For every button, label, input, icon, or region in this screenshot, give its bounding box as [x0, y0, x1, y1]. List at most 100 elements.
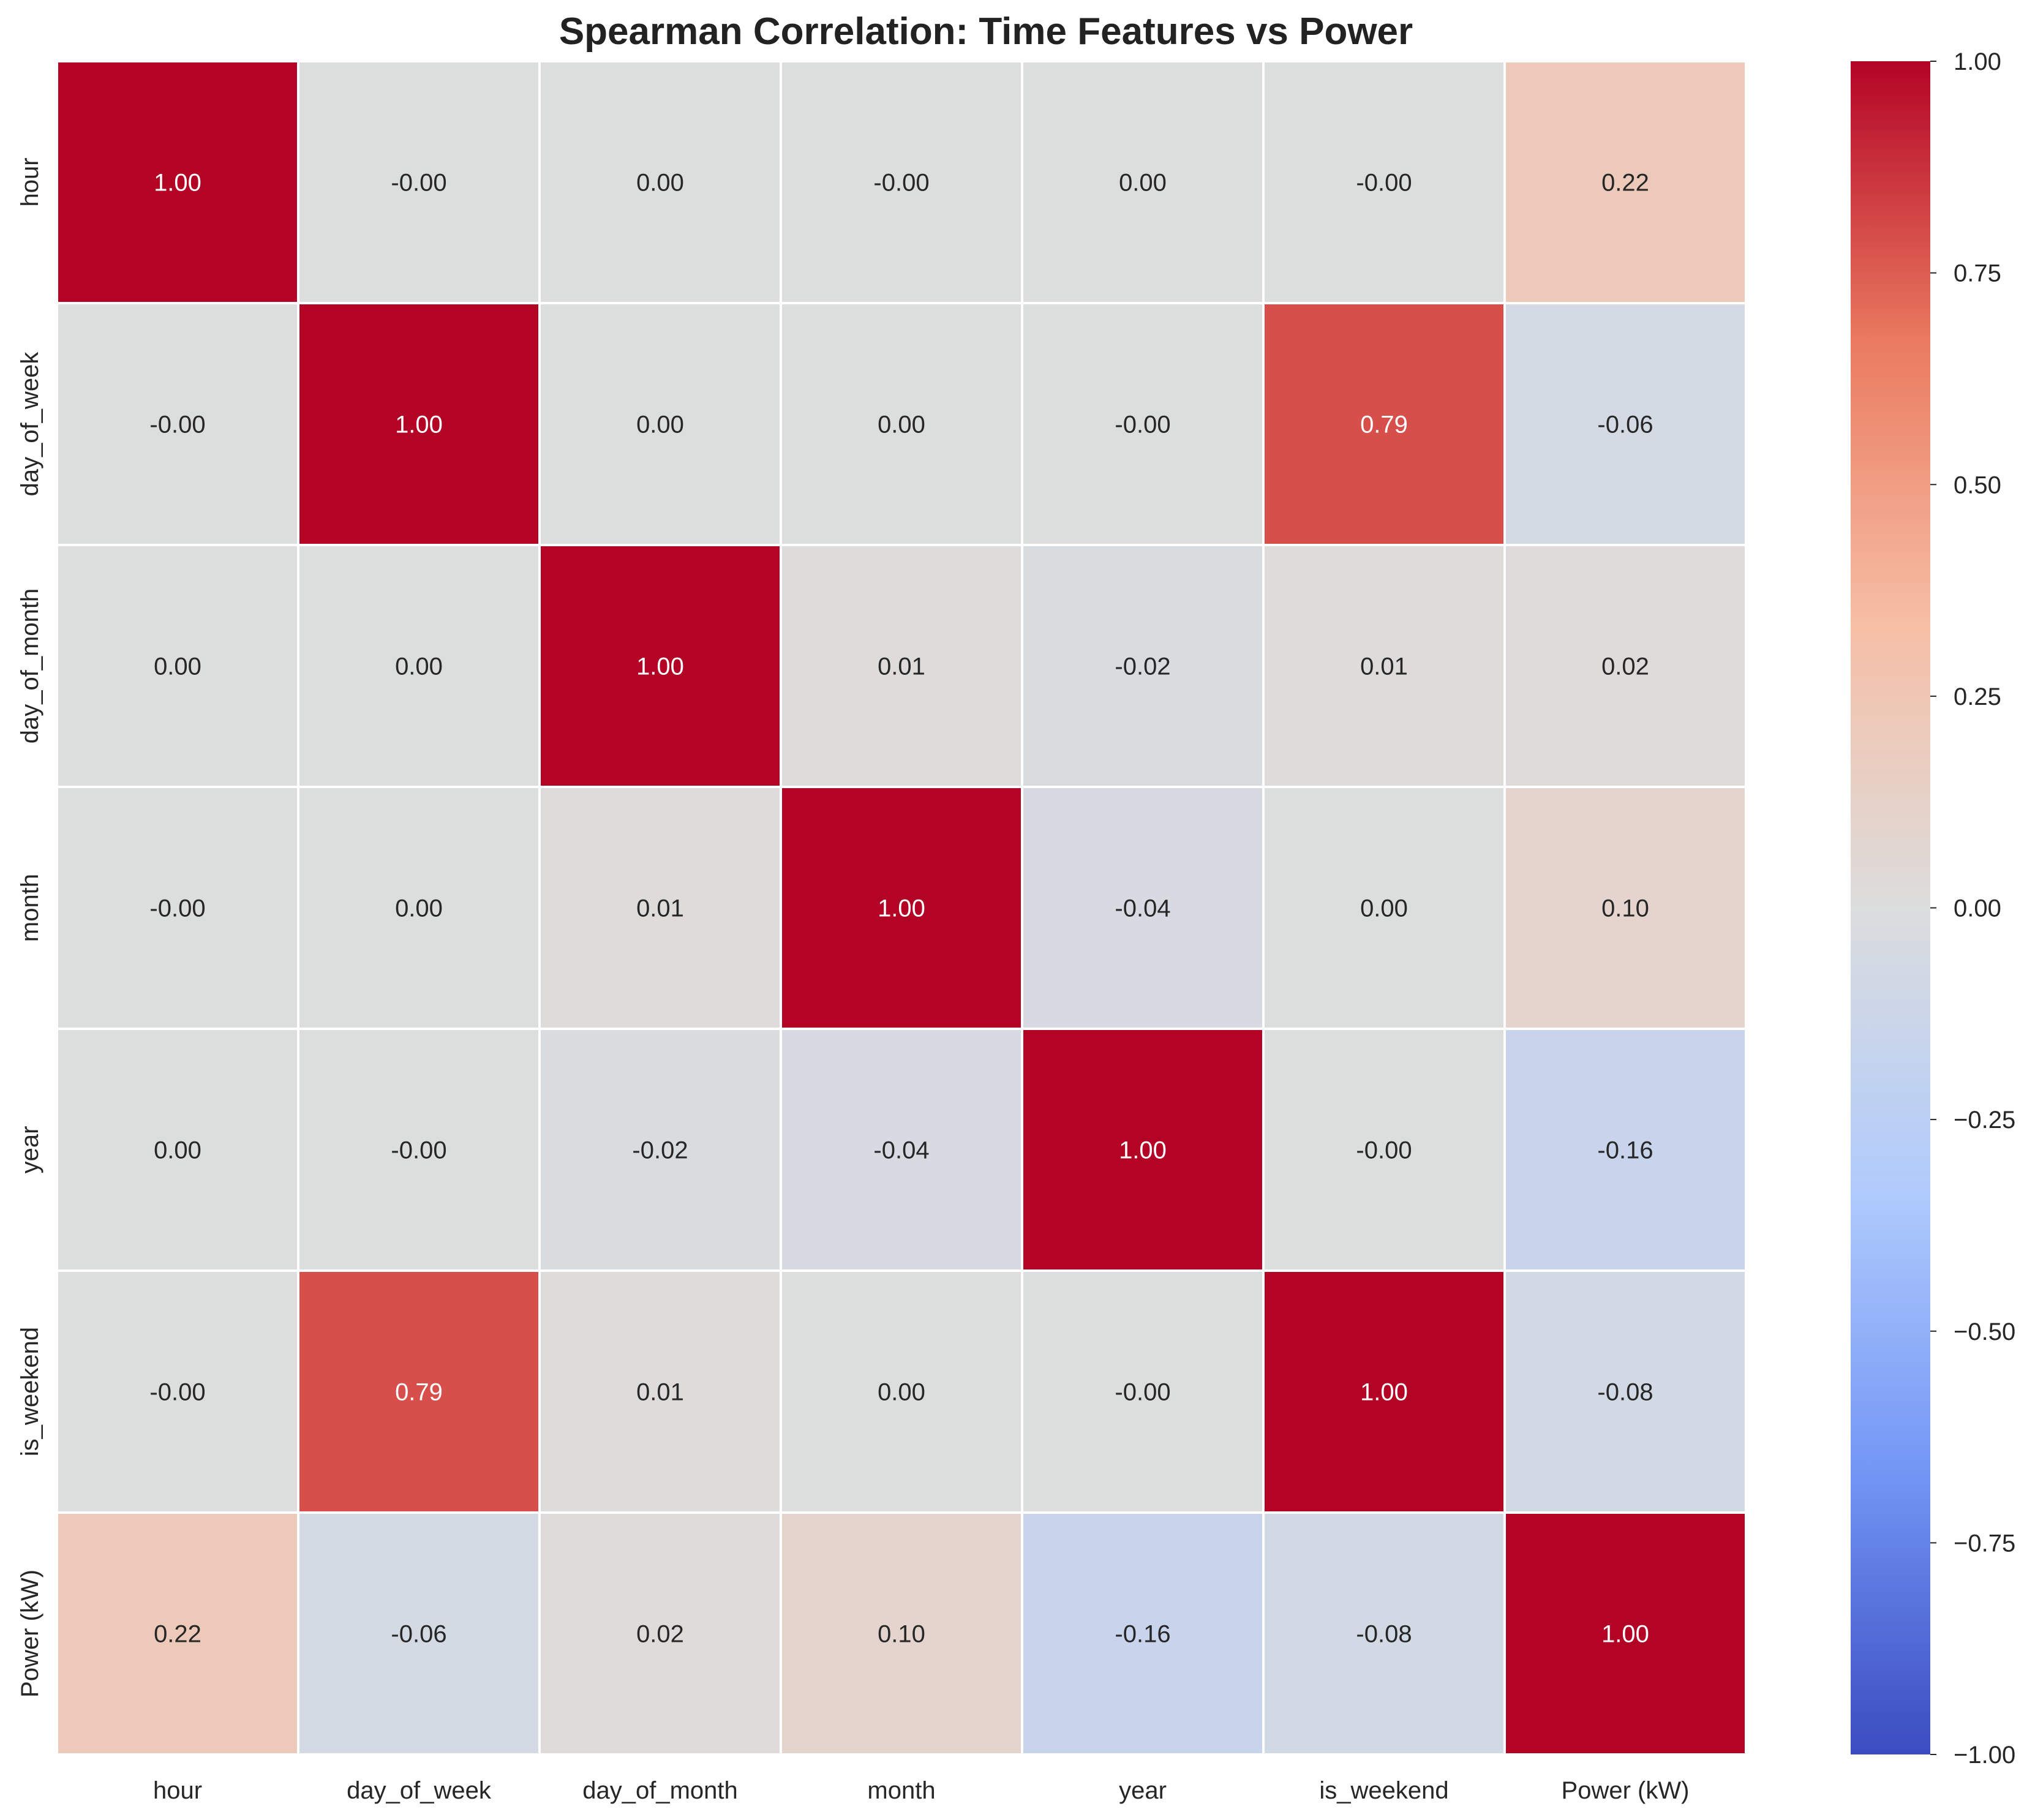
- heatmap-cell: [780, 60, 1023, 304]
- heatmap-cell: [1503, 1269, 1747, 1514]
- heatmap-cell: [538, 1028, 782, 1272]
- heatmap-cell: [538, 1269, 782, 1514]
- heatmap-cell: [56, 1028, 299, 1272]
- y-tick-label: year: [17, 1126, 43, 1174]
- cell-value-label: -0.08: [1597, 1379, 1653, 1406]
- heatmap-cell: [1262, 302, 1506, 546]
- heatmap-cell: [297, 544, 541, 788]
- cell-value-label: -0.04: [873, 1137, 929, 1164]
- cell-value-label: 0.01: [1360, 653, 1408, 680]
- cell-value-label: -0.00: [149, 412, 205, 438]
- heatmap-cell: [780, 544, 1023, 788]
- cell-value-label: -0.00: [391, 170, 446, 197]
- heatmap-cell: [780, 1511, 1023, 1756]
- cell-value-label: 0.22: [1601, 170, 1649, 197]
- cell-value-label: -0.06: [391, 1621, 446, 1648]
- heatmap-cell: [297, 1269, 541, 1514]
- colorbar-tick-label: 0.75: [1954, 260, 2001, 287]
- colorbar: 1.00 0.75 0.50 0.25 0.00 −0.25 −0.50 −0.75 −1.00: [1851, 48, 2015, 1769]
- chart-title: Spearman Correlation: Time Features vs P…: [559, 10, 1413, 53]
- colorbar-gradient-bar: [1851, 61, 1930, 1754]
- cell-value-label: -0.02: [632, 1137, 688, 1164]
- heatmap-cell: [538, 544, 782, 788]
- cell-value-label: 0.02: [636, 1621, 684, 1648]
- cell-value-label: 0.01: [636, 1379, 684, 1406]
- cell-value-label: -0.02: [1115, 653, 1170, 680]
- cell-value-label: 1.00: [636, 653, 684, 680]
- cell-value-label: 0.00: [154, 1137, 201, 1164]
- heatmap-cell: [56, 302, 299, 546]
- colorbar-tick-label: −0.75: [1954, 1530, 2015, 1557]
- x-tick-label: hour: [153, 1777, 202, 1804]
- heatmap-cell: [1503, 1028, 1747, 1272]
- heatmap-cell: [538, 60, 782, 304]
- cell-value-label: 0.02: [1601, 653, 1649, 680]
- heatmap-cell-labels: 1.00 -0.00 0.00 -0.00 0.00 -0.00 0.22 -0.00 1.00…: [149, 170, 1653, 1648]
- heatmap-cell: [1021, 60, 1265, 304]
- heatmap-cell: [1021, 302, 1265, 546]
- heatmap-cell: [1262, 1511, 1506, 1756]
- heatmap-cell: [56, 1511, 299, 1756]
- cell-value-label: -0.04: [1115, 895, 1170, 922]
- heatmap-cell: [1021, 544, 1265, 788]
- cell-value-label: 0.00: [395, 895, 443, 922]
- heatmap-cell: [1021, 1269, 1265, 1514]
- y-tick-label: hour: [17, 157, 43, 206]
- heatmap-cell: [56, 544, 299, 788]
- cell-value-label: -0.00: [1356, 1137, 1412, 1164]
- cell-value-label: 0.01: [636, 895, 684, 922]
- cell-value-label: -0.00: [149, 895, 205, 922]
- heatmap-cells: [56, 60, 1747, 1756]
- heatmap-cell: [780, 1269, 1023, 1514]
- heatmap-cell: [56, 786, 299, 1030]
- cell-value-label: 0.00: [154, 653, 201, 680]
- cell-value-label: 1.00: [395, 412, 443, 438]
- heatmap-cell: [538, 1511, 782, 1756]
- cell-value-label: 0.00: [636, 170, 684, 197]
- cell-value-label: -0.00: [391, 1137, 446, 1164]
- cell-value-label: 0.00: [395, 653, 443, 680]
- y-tick-label: is_weekend: [17, 1327, 43, 1456]
- x-tick-label: Power (kW): [1562, 1777, 1690, 1804]
- cell-value-label: 0.00: [1360, 895, 1408, 922]
- cell-value-label: -0.00: [873, 170, 929, 197]
- cell-value-label: 0.79: [1360, 412, 1408, 438]
- heatmap-cell: [56, 60, 299, 304]
- cell-value-label: 1.00: [1601, 1621, 1649, 1648]
- cell-value-label: 0.22: [154, 1621, 201, 1648]
- heatmap-cell: [1503, 302, 1747, 546]
- heatmap-cell: [780, 786, 1023, 1030]
- cell-value-label: -0.16: [1115, 1621, 1170, 1648]
- heatmap-cell: [297, 786, 541, 1030]
- heatmap-cell: [1262, 60, 1506, 304]
- x-tick-label: year: [1119, 1777, 1167, 1804]
- y-tick-label: month: [17, 874, 43, 942]
- colorbar-tick-label: 1.00: [1954, 48, 2001, 75]
- cell-value-label: 0.01: [878, 653, 925, 680]
- cell-value-label: 0.79: [395, 1379, 443, 1406]
- cell-value-label: 1.00: [878, 895, 925, 922]
- cell-value-label: -0.00: [149, 1379, 205, 1406]
- cell-value-label: 0.00: [636, 412, 684, 438]
- cell-value-label: 0.00: [878, 1379, 925, 1406]
- heatmap-cell: [1503, 1511, 1747, 1756]
- cell-value-label: -0.06: [1597, 412, 1653, 438]
- y-tick-label: Power (kW): [17, 1570, 43, 1698]
- y-tick-label: day_of_week: [17, 352, 43, 497]
- heatmap-cell: [1503, 786, 1747, 1030]
- cell-value-label: 1.00: [1119, 1137, 1167, 1164]
- x-tick-label: day_of_week: [347, 1777, 492, 1804]
- cell-value-label: -0.08: [1356, 1621, 1412, 1648]
- heatmap-cell: [297, 60, 541, 304]
- colorbar-tick-label: 0.25: [1954, 683, 2001, 710]
- x-tick-label: month: [867, 1777, 935, 1804]
- cell-value-label: 1.00: [1360, 1379, 1408, 1406]
- cell-value-label: 0.10: [1601, 895, 1649, 922]
- colorbar-tick-label: 0.00: [1954, 895, 2001, 922]
- heatmap-cell: [56, 1269, 299, 1514]
- cell-value-label: -0.16: [1597, 1137, 1653, 1164]
- x-tick-label: is_weekend: [1319, 1777, 1448, 1804]
